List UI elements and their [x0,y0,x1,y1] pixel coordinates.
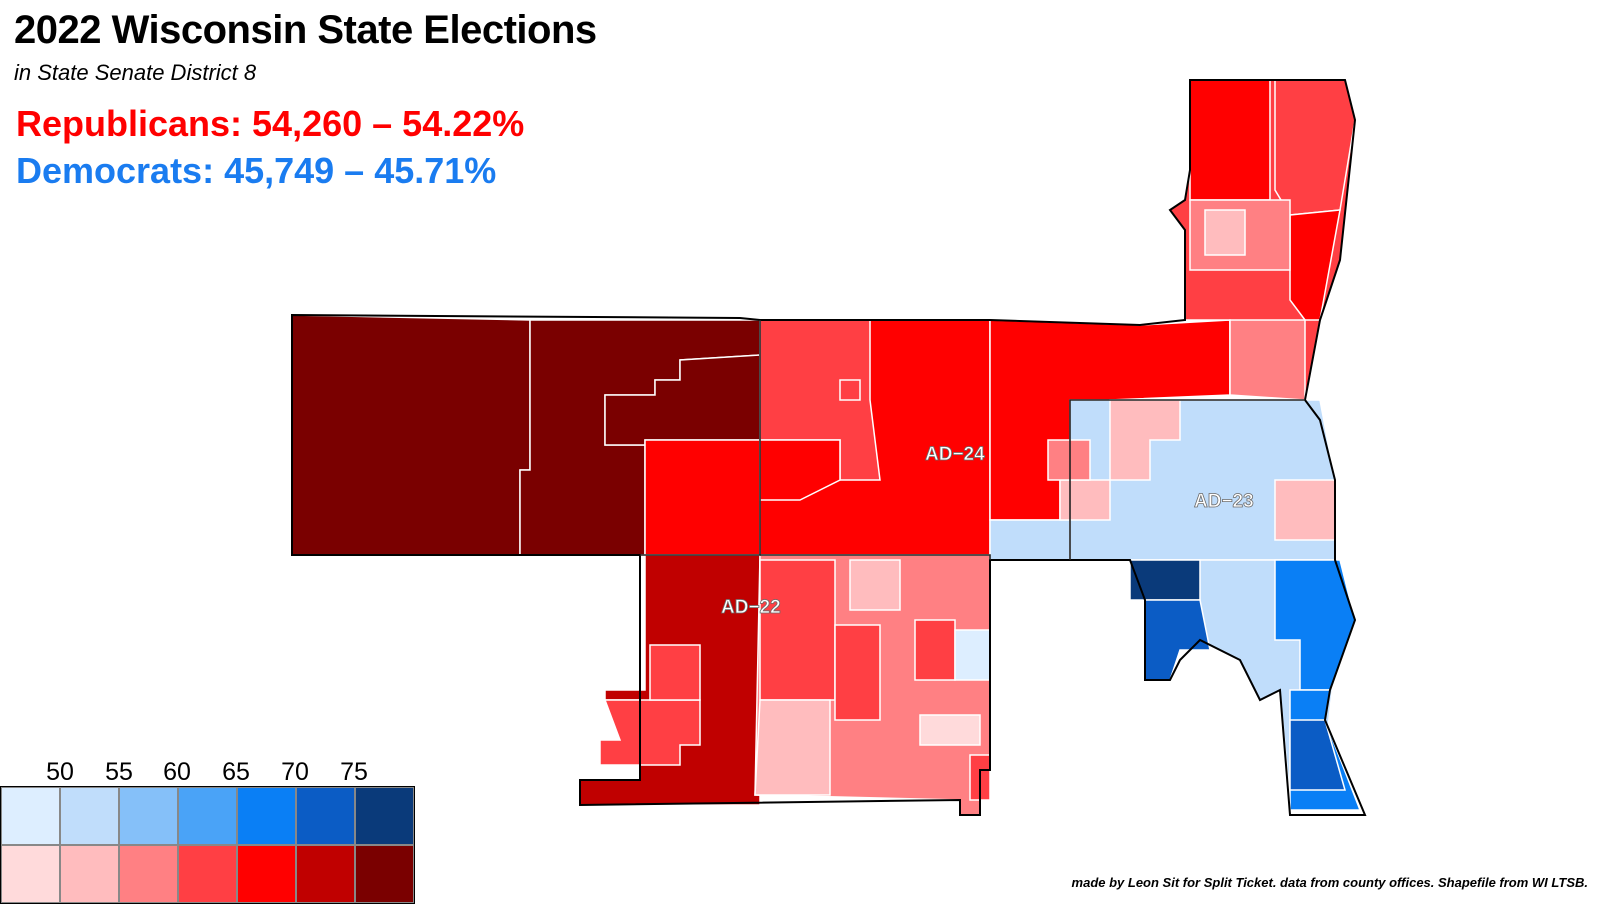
republican-result: Republicans: 54,260 – 54.22% [16,103,525,144]
senate-district-outline [291,79,1367,816]
precinct [1289,209,1341,321]
legend-swatch-rep [355,845,414,903]
northeast-region [1168,79,1356,401]
legend-tick: 55 [105,758,133,786]
precinct [759,559,836,701]
color-legend: 50 55 60 65 70 75 [0,758,415,904]
precinct [1129,559,1201,601]
west-region [291,314,761,806]
precinct [1189,79,1271,201]
legend-swatch-rep [178,845,237,903]
precinct [644,439,761,556]
precinct [1229,319,1306,401]
credit-line: made by Leon Sit for Split Ticket. data … [1071,875,1588,890]
legend-swatch-dem [296,787,355,845]
democrat-result: Democrats: 45,749 – 45.71% [16,150,497,191]
precinct [954,629,991,681]
precinct [1289,719,1346,791]
legend-tick: 60 [163,758,191,786]
precinct [839,379,861,401]
precinct [649,644,701,701]
legend-swatch-dem [119,787,178,845]
legend-swatch-dem [1,787,60,845]
precinct [1274,79,1356,216]
map-subtitle: in State Senate District 8 [14,60,257,85]
map-title: 2022 Wisconsin State Elections [14,8,597,52]
precinct [1204,209,1246,256]
legend-swatch-rep [1,845,60,903]
ad23-label: AD−23 [1194,491,1254,512]
legend-swatch-dem [178,787,237,845]
legend-swatch-rep [296,845,355,903]
ad23-boundary [1069,399,1305,560]
precinct [291,314,531,556]
precinct [849,559,901,611]
precinct [919,714,981,746]
precinct [1059,479,1111,521]
precinct [834,624,881,721]
legend-swatch-dem [60,787,119,845]
legend-tick: 65 [222,758,250,786]
legend-swatch-dem [237,787,296,845]
ad22-label: AD−22 [721,597,781,618]
precinct [989,519,1071,561]
legend-tick: 70 [281,758,309,786]
legend-swatch-dem [355,787,414,845]
legend-swatch-rep [237,845,296,903]
legend-tick: 50 [46,758,74,786]
ad23-region [989,399,1362,811]
district-outlines [291,79,1367,816]
south-middle-region [754,554,991,816]
legend-swatches [0,786,415,904]
ad24-label: AD−24 [925,444,985,465]
precinct [754,699,831,796]
legend-ticks: 50 55 60 65 70 75 [0,758,414,786]
ad22-ad24-boundary [760,554,991,560]
precinct [1047,439,1091,481]
precinct [599,699,701,766]
assembly-boundaries [640,320,1305,560]
legend-swatch-rep [60,845,119,903]
legend-swatch-rep [119,845,178,903]
precinct [914,619,956,681]
legend-tick: 75 [340,758,368,786]
precinct [1274,479,1336,541]
